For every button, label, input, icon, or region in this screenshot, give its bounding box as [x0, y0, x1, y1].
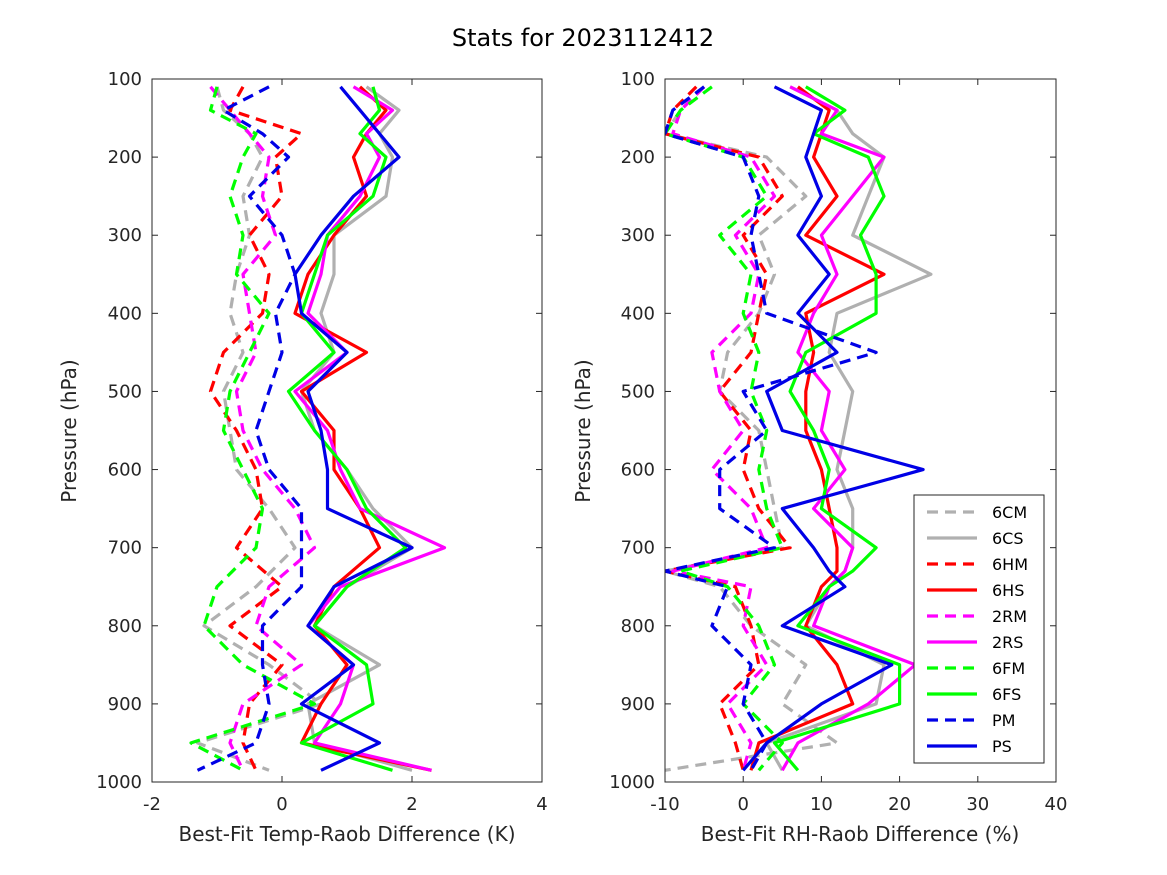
- rh-x-tick-label: -10: [650, 794, 679, 815]
- temp-y-axis-label: Pressure (hPa): [57, 359, 81, 502]
- temp-y-tick-label: 200: [108, 147, 142, 168]
- temp-y-tick-label: 600: [108, 460, 142, 481]
- temp-series-pm: [196, 85, 304, 772]
- temp-series-6hm: [208, 86, 304, 771]
- rh-x-tick-label: 40: [1045, 794, 1068, 815]
- temp-series-6fs: [286, 86, 408, 772]
- temp-y-tick-label: 700: [108, 538, 142, 559]
- legend-label-2rs: 2RS: [992, 633, 1023, 652]
- temp-series-ps: [293, 85, 414, 772]
- temp-x-axis-label: Best-Fit Temp-Raob Difference (K): [178, 822, 515, 846]
- rh-x-axis-label: Best-Fit RH-Raob Difference (%): [701, 822, 1020, 846]
- temp-x-tick-label: -2: [143, 794, 161, 815]
- rh-y-tick-label: 100: [621, 69, 655, 90]
- temp-y-tick-label: 1000: [96, 772, 142, 793]
- temp-y-tick-label: 500: [108, 381, 142, 402]
- temp-y-tick-label: 800: [108, 616, 142, 637]
- rh-y-tick-label: 300: [621, 225, 655, 246]
- temp-y-tick-label: 900: [108, 694, 142, 715]
- legend-label-6cm: 6CM: [992, 503, 1027, 522]
- figure-title: Stats for 2023112412: [452, 24, 714, 52]
- rh-y-tick-label: 700: [621, 538, 655, 559]
- rh-series-6fm: [665, 85, 784, 772]
- temp-x-tick-label: 0: [276, 794, 287, 815]
- rh-series-pm: [665, 85, 878, 772]
- temp-series-6cm: [195, 86, 323, 772]
- rh-series-6cs: [765, 85, 933, 772]
- rh-series-2rm: [671, 85, 777, 771]
- legend-label-6hm: 6HM: [992, 555, 1028, 574]
- legend-label-pm: PM: [992, 711, 1015, 730]
- legend-label-ps: PS: [992, 737, 1012, 756]
- temp-difference-panel: 100 200 300 400 500 600 700 800 900 1000-2 0 2 4 Bes…: [57, 69, 548, 846]
- rh-series-6hm: [665, 85, 792, 771]
- rh-y-axis-label: Pressure (hPa): [571, 359, 595, 502]
- rh-series-6hs: [749, 85, 886, 771]
- legend-box: [913, 494, 1045, 764]
- temp-y-tick-label: 400: [108, 303, 142, 324]
- legend-label-6fs: 6FS: [992, 685, 1021, 704]
- temp-axes-box: [151, 78, 543, 783]
- legend-label-6cs: 6CS: [992, 529, 1024, 548]
- rh-series-2rs: [780, 85, 917, 772]
- temp-series-6fm: [189, 86, 317, 772]
- temp-series-6cs: [299, 85, 414, 772]
- rh-x-tick-label: 30: [966, 794, 989, 815]
- rh-x-tick-label: 20: [888, 794, 911, 815]
- rh-y-tick-label: 900: [621, 694, 655, 715]
- temp-y-tick-label: 300: [108, 225, 142, 246]
- legend-label-6hs: 6HS: [992, 581, 1024, 600]
- rh-axes-box: [664, 78, 1057, 783]
- rh-y-tick-label: 1000: [609, 772, 655, 793]
- temp-x-tick-label: 2: [406, 794, 417, 815]
- rh-y-tick-label: 500: [621, 381, 655, 402]
- temp-series-2rm: [209, 85, 317, 771]
- legend-label-2rm: 2RM: [992, 607, 1027, 626]
- temp-series-6hs: [293, 85, 432, 772]
- legend-label-6fm: 6FM: [992, 659, 1025, 678]
- rh-series-ps: [741, 85, 925, 772]
- rh-x-tick-label: 0: [737, 794, 748, 815]
- rh-y-tick-label: 800: [621, 616, 655, 637]
- rh-y-tick-label: 600: [621, 460, 655, 481]
- temp-x-tick-label: 4: [536, 794, 547, 815]
- legend: 6CM 6CS 6HM 6HS 2RM 2RS 6FM 6FS PM PS: [913, 494, 1045, 764]
- rh-x-tick-label: 10: [810, 794, 833, 815]
- rh-series-6cm: [665, 85, 839, 772]
- rh-difference-panel: 100 200 300 400 500 600 700 800 900 1000-10 0 10 20 3…: [571, 69, 1067, 846]
- rh-series-6fs: [772, 85, 902, 772]
- temp-series-2rs: [293, 85, 447, 772]
- temp-y-tick-label: 100: [108, 69, 142, 90]
- rh-y-tick-label: 400: [621, 303, 655, 324]
- rh-y-tick-label: 200: [621, 147, 655, 168]
